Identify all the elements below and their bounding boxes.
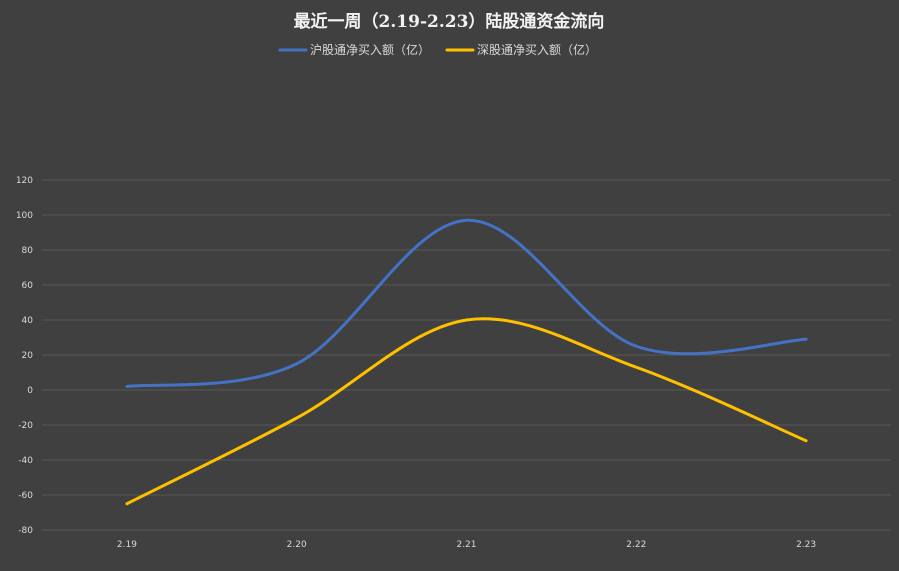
y-tick-label: 60 — [22, 281, 34, 291]
legend-label-hk-sh: 沪股通净买入额（亿） — [310, 42, 430, 57]
y-tick-label: -60 — [18, 491, 33, 501]
legend: 沪股通净买入额（亿） 深股通净买入额（亿） — [278, 42, 597, 57]
y-axis: 120 100 80 60 40 20 0 -20 -40 -60 -80 — [16, 176, 33, 536]
x-tick-label: 2.21 — [456, 540, 476, 550]
y-tick-label: -80 — [18, 526, 33, 536]
chart-title: 最近一周（2.19-2.23）陆股通资金流向 — [294, 11, 605, 32]
x-tick-label: 2.23 — [796, 540, 816, 550]
x-tick-label: 2.22 — [626, 540, 646, 550]
gridlines — [42, 179, 891, 531]
legend-item-hk-sh[interactable]: 沪股通净买入额（亿） — [278, 42, 430, 57]
x-tick-label: 2.19 — [117, 540, 137, 550]
y-tick-label: 80 — [22, 246, 34, 256]
y-tick-label: 20 — [22, 351, 34, 361]
y-tick-label: 0 — [27, 386, 33, 396]
y-tick-label: 40 — [22, 316, 34, 326]
y-tick-label: 100 — [16, 211, 33, 221]
x-tick-label: 2.20 — [287, 540, 307, 550]
y-tick-label: -20 — [18, 421, 33, 431]
series-line-hk-sh[interactable] — [125, 218, 808, 388]
legend-item-hk-sz[interactable]: 深股通净买入额（亿） — [445, 42, 597, 57]
series-lines — [125, 218, 808, 506]
series-line-hk-sz[interactable] — [125, 317, 808, 506]
y-tick-label: -40 — [18, 456, 33, 466]
x-axis: 2.19 2.20 2.21 2.22 2.23 — [117, 540, 816, 550]
legend-label-hk-sz: 深股通净买入额（亿） — [477, 42, 597, 57]
y-tick-label: 120 — [16, 176, 33, 186]
